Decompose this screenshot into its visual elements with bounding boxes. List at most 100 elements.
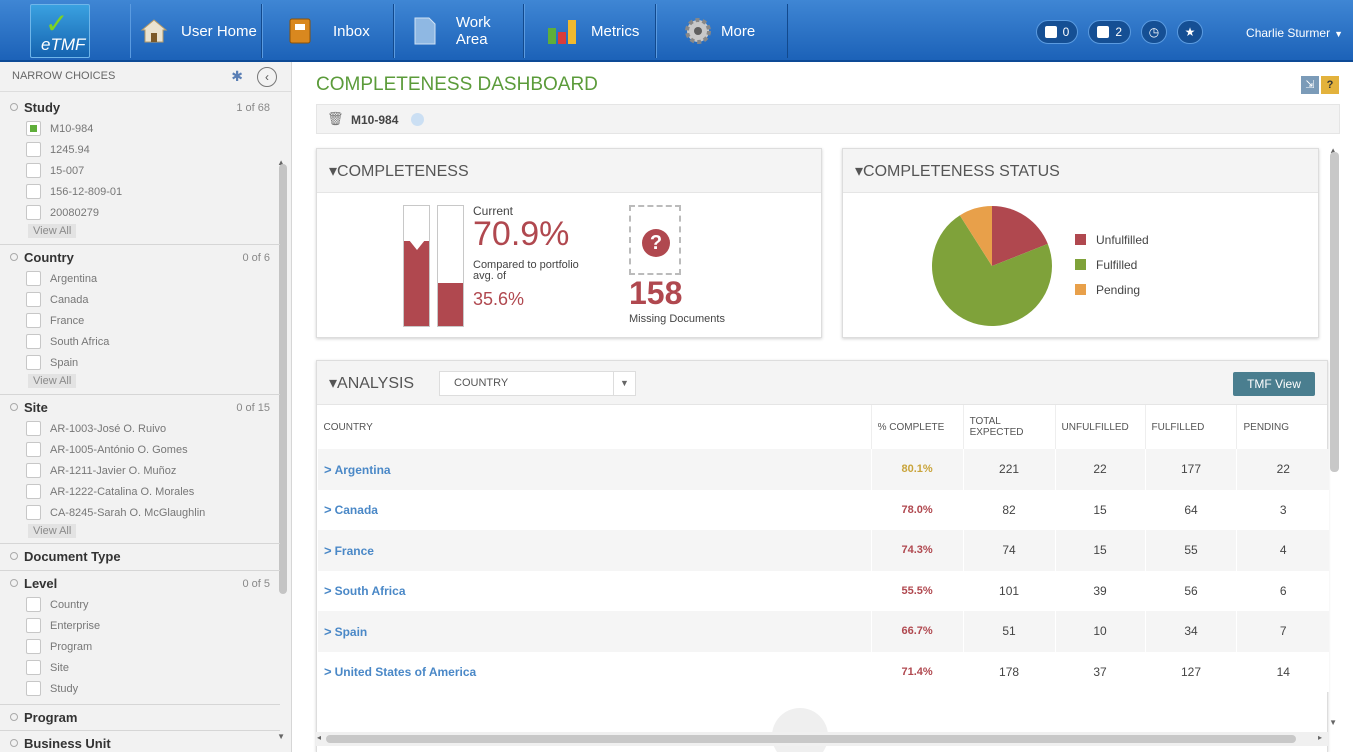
main-vertical-scrollbar[interactable] — [1330, 152, 1339, 472]
checkbox[interactable] — [26, 681, 41, 696]
view-all-button[interactable]: View All — [28, 224, 77, 238]
remove-filter-icon[interactable] — [411, 113, 424, 126]
filter-option[interactable]: Canada — [0, 289, 278, 310]
table-row[interactable]: > South Africa 55.5% 101 39 56 6 — [317, 570, 1329, 611]
filter-title-program[interactable]: Program — [0, 708, 278, 728]
export-icon[interactable]: ⇲ — [1301, 76, 1319, 94]
country-name[interactable]: United States of America — [334, 665, 477, 680]
history-button[interactable]: ◷ — [1141, 20, 1167, 44]
filter-option[interactable]: France — [0, 310, 278, 331]
filter-option[interactable]: CA-8245-Sarah O. McGlaughlin — [0, 502, 278, 523]
column-header-fulfilled[interactable]: FULFILLED — [1144, 405, 1237, 449]
column-header-percent-complete[interactable]: % COMPLETE — [870, 405, 964, 449]
table-row[interactable]: > Spain 66.7% 51 10 34 7 — [317, 611, 1329, 652]
checkbox[interactable] — [26, 421, 41, 436]
filter-option[interactable]: 156-12-809-01 — [0, 181, 278, 202]
collapse-sidebar-button[interactable]: ‹ — [257, 67, 277, 87]
nav-work-area[interactable]: Work Area — [394, 4, 524, 58]
checkbox[interactable] — [26, 355, 41, 370]
filter-option[interactable]: M10-984 — [0, 118, 278, 139]
chevron-right-icon[interactable]: > — [324, 623, 332, 639]
country-cell[interactable]: > Spain — [317, 611, 872, 652]
scroll-up-arrow-icon[interactable]: ▲ — [1329, 146, 1337, 155]
notification-badge-1[interactable]: 0 — [1035, 20, 1079, 44]
country-cell[interactable]: > France — [317, 530, 872, 571]
pie-slice-fulfilled[interactable] — [932, 215, 1052, 326]
column-header-unfulfilled[interactable]: UNFULFILLED — [1054, 405, 1146, 449]
settings-gear-icon[interactable]: ✱ — [231, 68, 243, 84]
checkbox[interactable] — [26, 505, 41, 520]
view-all-button[interactable]: View All — [28, 524, 77, 538]
checkbox[interactable] — [26, 463, 41, 478]
tmf-view-button[interactable]: TMF View — [1233, 372, 1315, 396]
filter-option[interactable]: 1245.94 — [0, 139, 278, 160]
filter-option[interactable]: 20080279 — [0, 202, 278, 223]
scroll-down-arrow-icon[interactable]: ▼ — [1329, 718, 1337, 727]
nav-inbox[interactable]: Inbox — [262, 4, 394, 58]
analysis-dimension-select[interactable]: COUNTRY ▼ — [439, 371, 636, 396]
pie-slice-pending[interactable] — [959, 206, 992, 266]
filter-title-business-unit[interactable]: Business Unit — [0, 734, 278, 752]
chevron-right-icon[interactable]: > — [324, 502, 332, 518]
scroll-down-arrow-icon[interactable]: ▼ — [277, 732, 285, 741]
filter-title-site[interactable]: Site 0 of 15 — [0, 398, 278, 418]
column-header-country[interactable]: COUNTRY — [323, 421, 373, 433]
trash-icon[interactable]: 🗑 — [327, 111, 344, 126]
filter-option[interactable]: Enterprise — [0, 615, 278, 636]
country-cell[interactable]: > Canada — [317, 489, 872, 530]
view-all-button[interactable]: View All — [28, 374, 77, 388]
country-name[interactable]: France — [334, 543, 374, 558]
filter-option[interactable]: South Africa — [0, 331, 278, 352]
checkbox[interactable] — [26, 121, 41, 136]
chevron-right-icon[interactable]: > — [324, 542, 332, 558]
country-cell[interactable]: > South Africa — [317, 570, 872, 611]
checkbox[interactable] — [26, 163, 41, 178]
table-row[interactable]: > Argentina 80.1% 221 22 177 22 — [317, 449, 1329, 490]
chevron-right-icon[interactable]: > — [324, 664, 332, 680]
nav-user-home[interactable]: User Home — [130, 4, 262, 58]
country-name[interactable]: South Africa — [334, 584, 406, 599]
scroll-right-arrow-icon[interactable]: ▸ — [1317, 733, 1322, 742]
table-row[interactable]: > United States of America 71.4% 178 37 127 14 — [317, 651, 1329, 692]
nav-metrics[interactable]: Metrics — [524, 4, 656, 58]
filter-title-document-type[interactable]: Document Type — [0, 547, 278, 567]
filter-option[interactable]: Study — [0, 678, 278, 699]
help-icon[interactable]: ? — [1321, 76, 1339, 94]
filter-option[interactable]: Argentina — [0, 268, 278, 289]
filter-title-study[interactable]: Study 1 of 68 — [0, 98, 278, 118]
status-panel-header[interactable]: ▾COMPLETENESS STATUS — [843, 149, 1318, 193]
notification-badge-2[interactable]: 2 — [1088, 20, 1131, 44]
column-header-pending[interactable]: PENDING — [1236, 405, 1329, 449]
filter-option[interactable]: AR-1003-José O. Ruivo — [0, 418, 278, 439]
chevron-right-icon[interactable]: > — [324, 583, 332, 599]
scroll-left-arrow-icon[interactable]: ◂ — [317, 733, 322, 742]
filter-option[interactable]: AR-1005-António O. Gomes — [0, 439, 278, 460]
checkbox[interactable] — [26, 484, 41, 499]
filter-title-level[interactable]: Level 0 of 5 — [0, 574, 278, 594]
horizontal-scrollbar[interactable]: ◂ ▸ — [316, 732, 1328, 746]
filter-option[interactable]: Site — [0, 657, 278, 678]
checkbox[interactable] — [26, 184, 41, 199]
checkbox[interactable] — [26, 205, 41, 220]
country-name[interactable]: Spain — [334, 624, 368, 639]
checkbox[interactable] — [26, 142, 41, 157]
nav-more[interactable]: More — [656, 4, 788, 58]
etmf-logo[interactable]: ✓ eTMF — [30, 4, 90, 58]
favorites-button[interactable]: ★ — [1177, 20, 1203, 44]
chevron-right-icon[interactable]: > — [324, 461, 332, 477]
checkbox[interactable] — [26, 442, 41, 457]
table-row[interactable]: > Canada 78.0% 82 15 64 3 — [317, 489, 1329, 530]
table-row[interactable]: > France 74.3% 74 15 55 4 — [317, 530, 1329, 571]
country-name[interactable]: Canada — [334, 503, 378, 518]
checkbox[interactable] — [26, 639, 41, 654]
column-header-total-expected[interactable]: TOTAL EXPECTED — [962, 405, 1056, 449]
pie-slice-unfulfilled[interactable] — [992, 206, 1048, 266]
horizontal-scroll-thumb[interactable] — [326, 735, 1296, 743]
checkbox[interactable] — [26, 292, 41, 307]
checkbox[interactable] — [26, 271, 41, 286]
checkbox[interactable] — [26, 334, 41, 349]
user-menu[interactable]: Charlie Sturmer ▼ — [1246, 26, 1343, 40]
analysis-title[interactable]: ▾ANALYSIS — [329, 375, 415, 392]
completeness-panel-header[interactable]: ▾COMPLETENESS — [317, 149, 821, 193]
filter-option[interactable]: Program — [0, 636, 278, 657]
